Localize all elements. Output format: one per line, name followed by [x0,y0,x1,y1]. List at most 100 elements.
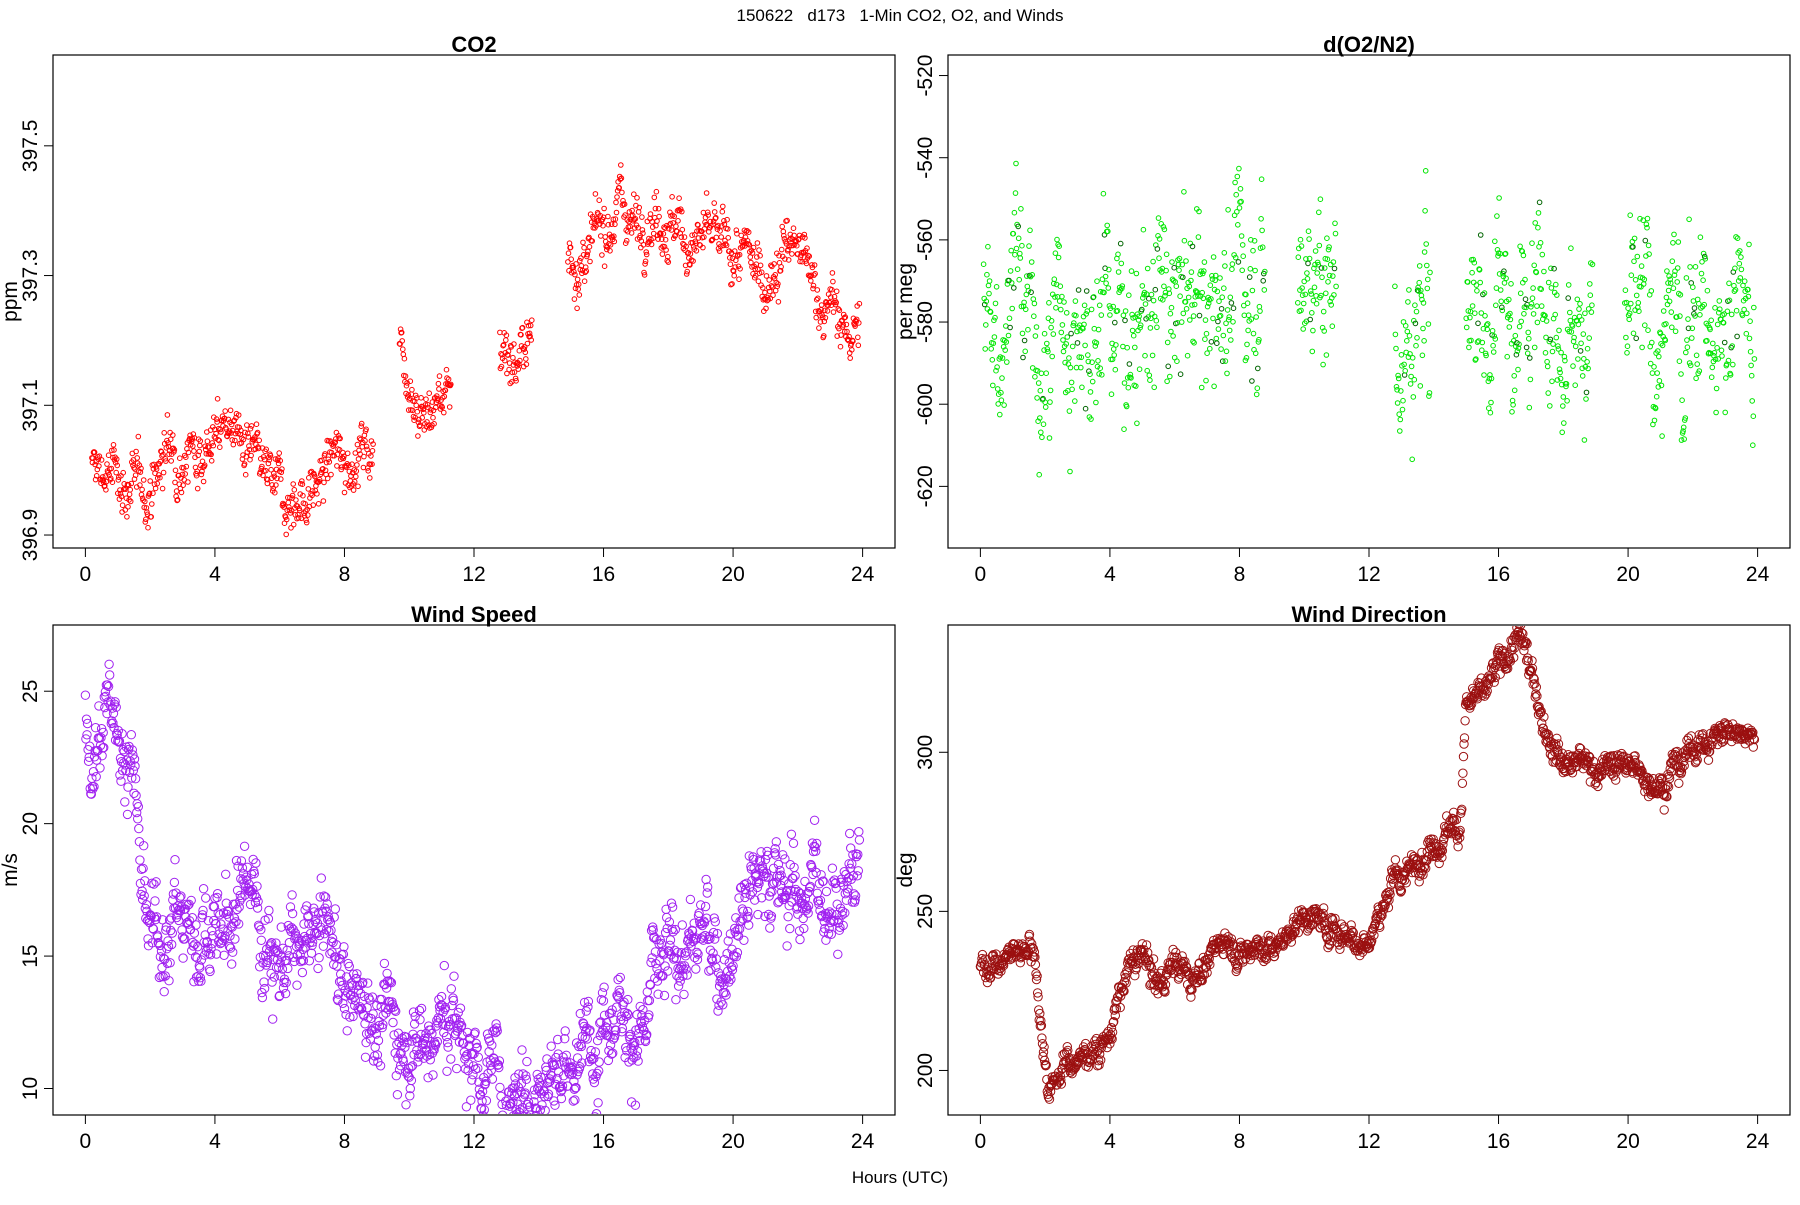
data-point [1491,343,1496,348]
data-point [442,410,447,415]
data-point [676,219,681,224]
data-point [1049,319,1054,324]
data-point [348,479,353,484]
data-point [81,691,89,699]
data-point [602,264,607,269]
data-point [1145,266,1150,271]
data-point [1315,271,1320,276]
data-point [1407,288,1412,293]
data-point [1499,299,1504,304]
data-point [784,913,792,921]
data-point [226,932,234,940]
data-point [1545,364,1550,369]
y-tick-label: 20 [19,812,42,835]
data-point [1237,206,1242,211]
data-point [269,1015,277,1023]
data-point [991,383,996,388]
data-point [1584,390,1589,395]
data-point [1178,294,1183,299]
data-point [1471,280,1476,285]
data-point [1032,301,1037,306]
data-point [165,413,170,418]
data-point [1559,350,1564,355]
data-point [1025,284,1030,289]
data-point [811,283,816,288]
data-point [1510,410,1515,415]
panel-title: CO2 [451,32,496,57]
data-point [228,408,233,413]
y-tick-label: 397.3 [19,249,42,302]
data-point [758,263,763,268]
data-point [1625,351,1630,356]
data-point [856,343,861,348]
data-point [670,195,675,200]
data-point [657,214,662,219]
data-point [1579,341,1584,346]
data-point [1395,401,1400,406]
data-point [816,296,821,301]
data-point [831,310,836,315]
data-point [249,424,254,429]
data-point [1478,280,1483,285]
data-point [1070,387,1075,392]
data-point [1569,246,1574,251]
data-point [1076,288,1081,293]
data-point [581,240,586,245]
data-point [1209,340,1214,345]
data-point [1535,304,1540,309]
data-point [401,347,406,352]
data-point [1554,335,1559,340]
data-point [497,1092,505,1100]
data-point [288,891,296,899]
data-point [1220,295,1225,300]
data-point [1568,310,1573,315]
data-point [1150,353,1155,358]
data-point [1654,394,1659,399]
data-point [1240,268,1245,273]
data-point [846,829,854,837]
data-point [680,227,685,232]
data-point [179,954,187,962]
data-point [1551,342,1556,347]
data-point [1652,365,1657,370]
data-point [1735,334,1740,339]
data-point [1573,383,1578,388]
data-point [575,277,580,282]
data-point [1234,192,1239,197]
x-tick-label: 24 [851,1130,875,1153]
data-point [1258,309,1263,314]
data-point [1426,322,1431,327]
data-point [1084,289,1089,294]
data-point [1527,336,1532,341]
data-point [1425,263,1430,268]
data-point [223,409,228,414]
data-point [527,1133,535,1141]
data-point [1191,314,1196,319]
data-point [501,1133,509,1141]
data-point [424,397,429,402]
data-point [1215,341,1220,346]
x-tick-label: 12 [462,1130,485,1153]
y-axis-label: deg [894,852,917,887]
data-point [1047,301,1052,306]
data-point [1008,269,1013,274]
data-point [1211,255,1216,260]
data-point [345,451,350,456]
data-point [356,457,361,462]
data-point [1229,301,1234,306]
data-point [1230,262,1235,267]
data-point [117,777,125,785]
data-point [410,387,415,392]
data-point [1661,309,1666,314]
data-point [666,936,674,944]
data-point [503,1121,511,1129]
y-tick-label: 397.1 [19,379,42,432]
data-point [1473,311,1478,316]
data-point [1143,302,1148,307]
data-point [130,789,138,797]
data-point [314,964,322,972]
data-point [1748,349,1753,354]
data-point [660,991,668,999]
data-point [1691,285,1696,290]
data-point [1646,328,1651,333]
